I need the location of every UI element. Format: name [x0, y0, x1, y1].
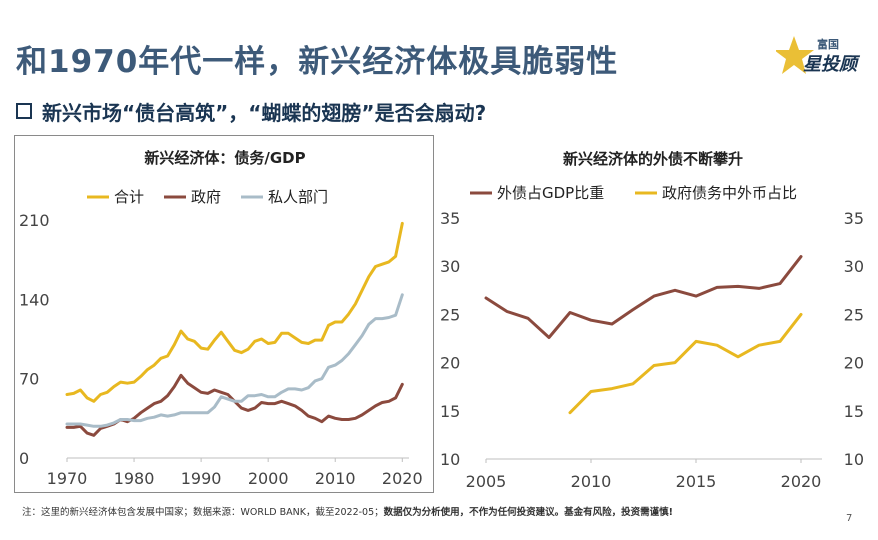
y-tick-label-right: 25 — [844, 305, 864, 324]
y-tick-label: 25 — [440, 305, 460, 324]
y-tick-label: 20 — [440, 354, 460, 373]
x-tick-label: 2015 — [676, 472, 717, 491]
x-tick-label: 2020 — [781, 472, 822, 491]
debt-gdp-chart: 新兴经济体：债务/GDP 合计 政府 私人部门 0 70 140 210 1970 1980 199… — [19, 149, 423, 488]
subtitle-text: 新兴市场“债台高筑”，“蝴蝶的翅膀”是否会扇动? — [42, 101, 487, 125]
y-tick-label-right: 20 — [844, 354, 864, 373]
legend-label-2: 私人部门 — [268, 188, 328, 206]
logo: 富国 星投顾 — [776, 36, 861, 75]
chart-left-panel: 新兴经济体：债务/GDP 合计 政府 私人部门 0 70 140 210 1970 1980 199… — [14, 135, 434, 493]
y-tick-label: 30 — [440, 257, 460, 276]
star-icon — [776, 36, 814, 74]
chart-title: 新兴经济体的外债不断攀升 — [563, 150, 743, 168]
legend-label-0: 外债占GDP比重 — [497, 184, 604, 202]
footnote-bold: 数据仅为分析使用，不作为任何投资建议。基金有风险，投资需谨慎! — [383, 507, 673, 518]
x-tick-label: 1970 — [47, 469, 88, 488]
series-line-1 — [568, 312, 803, 415]
y-tick-label-right: 10 — [844, 450, 864, 469]
x-tick-label: 2010 — [571, 472, 612, 491]
x-tick-label: 1990 — [181, 469, 222, 488]
legend-label-0: 合计 — [114, 188, 144, 206]
chart-title: 新兴经济体：债务/GDP — [144, 149, 305, 167]
series-line-0 — [484, 255, 803, 339]
legend-label-1: 政府 — [191, 188, 221, 206]
x-tick-label: 2005 — [466, 472, 507, 491]
y-tick-label-right: 15 — [844, 402, 864, 421]
legend-label-1: 政府债务中外币占比 — [662, 184, 797, 202]
y-tick-label: 0 — [19, 449, 29, 468]
x-tick-label: 2000 — [248, 469, 289, 488]
chart-right-panel: 新兴经济体的外债不断攀升 外债占GDP比重 政府债务中外币占比 10 10 15 15 20 2… — [438, 135, 868, 493]
y-tick-label-right: 35 — [844, 209, 864, 228]
y-tick-label: 70 — [19, 370, 39, 389]
x-tick-label: 2020 — [382, 469, 423, 488]
y-tick-label: 210 — [19, 211, 50, 230]
footnote-plain: 注：这里的新兴经济体包含发展中国家；数据来源：WORLD BANK，截至2022… — [22, 507, 384, 518]
x-tick-label: 1980 — [114, 469, 155, 488]
logo-main-text: 星投顾 — [803, 54, 861, 75]
y-tick-label: 35 — [440, 209, 460, 228]
y-tick-label: 140 — [19, 290, 50, 309]
y-tick-label: 15 — [440, 402, 460, 421]
series-line-0 — [65, 221, 404, 403]
y-tick-label: 10 — [440, 450, 460, 469]
page-title: 和1970年代一样，新兴经济体极具脆弱性 — [16, 44, 619, 80]
series-line-2 — [65, 293, 404, 428]
page-subtitle: 新兴市场“债台高筑”，“蝴蝶的翅膀”是否会扇动? — [16, 97, 486, 126]
page-number: 7 — [846, 513, 853, 524]
x-tick-label: 2010 — [315, 469, 356, 488]
logo-top-text: 富国 — [817, 37, 839, 51]
y-tick-label-right: 30 — [844, 257, 864, 276]
footnote: 注：这里的新兴经济体包含发展中国家；数据来源：WORLD BANK，截至2022… — [22, 504, 673, 518]
bullet-square-icon — [16, 103, 32, 119]
